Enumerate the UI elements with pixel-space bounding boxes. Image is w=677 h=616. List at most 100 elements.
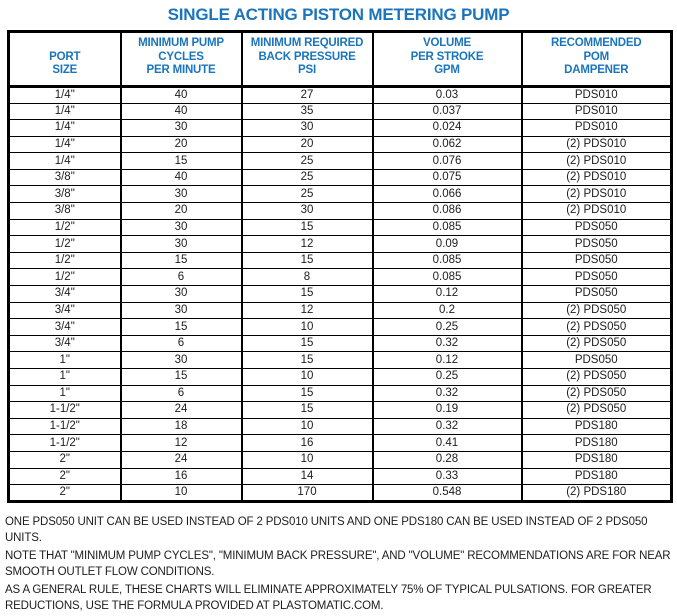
- table-cell: 10: [240, 417, 373, 435]
- table-cell: (2) PDS010: [520, 168, 672, 186]
- table-row: 3/4" 30 15 0.12 PDS050: [8, 285, 672, 303]
- table-cell: 1": [8, 368, 121, 386]
- table-row: 1-1/2" 24 15 0.19 (2) PDS050: [8, 401, 672, 419]
- table-cell: 18: [119, 417, 242, 435]
- table-cell: 0.32: [371, 384, 522, 402]
- table-cell: 170: [240, 484, 373, 502]
- table-cell: 2": [8, 467, 121, 485]
- table-cell: 3/4": [8, 301, 121, 319]
- table-cell: 30: [240, 119, 373, 137]
- table-cell: 24: [119, 401, 242, 419]
- table-cell: 0.037: [371, 102, 522, 120]
- table-cell: 6: [119, 334, 242, 352]
- table-cell: (2) PDS010: [520, 185, 672, 203]
- table-cell: PDS050: [520, 218, 672, 236]
- table-row: 2" 10 170 0.548 (2) PDS180: [8, 484, 672, 502]
- table-cell: PDS050: [520, 285, 672, 303]
- table-cell: PDS180: [520, 434, 672, 452]
- table-cell: PDS180: [520, 450, 672, 469]
- footnote: ONE PDS050 UNIT CAN BE USED INSTEAD OF 2…: [5, 516, 648, 544]
- table-row: 1/2" 30 15 0.085 PDS050: [8, 218, 672, 236]
- table-row: 1/2" 6 8 0.085 PDS050: [8, 268, 672, 286]
- table-cell: 0.12: [371, 285, 522, 303]
- table-cell: (2) PDS050: [520, 384, 672, 402]
- table-cell: 0.41: [371, 434, 522, 452]
- table-cell: 10: [240, 450, 373, 469]
- table-cell: 0.09: [371, 235, 522, 253]
- table-cell: 15: [240, 251, 373, 269]
- table-cell: 16: [119, 467, 242, 485]
- table-cell: PDS050: [520, 251, 672, 269]
- table-cell: 10: [240, 368, 373, 386]
- table-cell: 1/4": [8, 119, 121, 137]
- table-cell: 0.12: [371, 351, 522, 369]
- table-cell: 20: [240, 135, 373, 153]
- table-cell: 12: [119, 434, 242, 452]
- table-cell: 15: [119, 251, 242, 269]
- footnote: AS A GENERAL RULE, THESE CHARTS WILL ELI…: [5, 584, 652, 612]
- table-cell: 30: [119, 301, 242, 319]
- table-row: 1/4" 15 25 0.076 (2) PDS010: [8, 152, 672, 170]
- table-cell: 8: [240, 268, 373, 286]
- table-cell: 15: [240, 218, 373, 236]
- table-cell: 0.085: [371, 268, 522, 286]
- table-row: 1/4" 20 20 0.062 (2) PDS010: [8, 135, 672, 153]
- table-cell: 40: [119, 168, 242, 186]
- table-cell: 0.03: [371, 86, 522, 103]
- table-cell: 15: [240, 285, 373, 303]
- table-body: 1/4" 40 27 0.03 PDS010 1/4" 40 35 0.037 PDS010 1/4…: [8, 86, 672, 502]
- table-cell: 1/4": [54, 88, 75, 101]
- table-cell: 25: [240, 185, 373, 203]
- table-cell: (2) PDS050: [520, 334, 672, 352]
- table-cell: 35: [240, 102, 373, 120]
- pump-spec-table: PORT SIZE MINIMUM PUMP CYCLES PER MINUTE MINI…: [7, 30, 673, 504]
- table-cell: 0.075: [371, 168, 522, 186]
- table-cell: PDS050: [520, 235, 672, 253]
- table-cell: 15: [119, 152, 242, 170]
- table-cell: 0.32: [371, 417, 522, 435]
- table-cell: (2) PDS010: [520, 135, 672, 153]
- table-row: 3/8" 30 25 0.066 (2) PDS010: [8, 185, 672, 203]
- table-cell: 10: [240, 318, 373, 336]
- table-cell: 2": [8, 450, 121, 469]
- table-cell: 0.066: [371, 185, 522, 203]
- table-cell: (2) PDS010: [520, 152, 672, 170]
- table-cell: 30: [119, 285, 242, 303]
- table-cell: 40: [119, 102, 242, 120]
- table-cell: 0.28: [371, 450, 522, 469]
- table-row: 3/4" 6 15 0.32 (2) PDS050: [8, 334, 672, 352]
- table-row: 3/8" 20 30 0.086 (2) PDS010: [8, 202, 672, 220]
- table-cell: 25: [240, 168, 373, 186]
- table-cell: 1-1/2": [8, 417, 121, 435]
- table-cell: 0.19: [371, 401, 522, 419]
- table-cell: (2) PDS010: [520, 202, 672, 220]
- table-cell: 15: [119, 318, 242, 336]
- column-header: VOLUME PER STROKE GPM: [371, 31, 522, 88]
- table-cell: 16: [240, 434, 373, 452]
- table-cell: 15: [240, 401, 373, 419]
- table-cell: PDS050: [520, 351, 672, 369]
- table-row: 1" 30 15 0.12 PDS050: [8, 351, 672, 369]
- table-cell: 20: [119, 202, 242, 220]
- table-cell: 3/4": [8, 318, 121, 336]
- table-cell: 3/8": [8, 185, 121, 203]
- table-row: 3/8" 40 25 0.075 (2) PDS010: [8, 168, 672, 186]
- table-cell: 0.32: [371, 334, 522, 352]
- table-cell: 1/4": [8, 152, 121, 170]
- table-cell: 2": [8, 484, 121, 502]
- table-cell: 0.2: [371, 301, 522, 319]
- table-row: 1-1/2" 12 16 0.41 PDS180: [8, 434, 672, 452]
- table-cell: 3/4": [8, 285, 121, 303]
- table-cell: 1/4": [8, 135, 121, 153]
- table-cell: (2) PDS050: [520, 318, 672, 336]
- table-cell: 0.085: [371, 251, 522, 269]
- table-cell: 1/2": [8, 251, 121, 269]
- table-cell: 15: [240, 384, 373, 402]
- table-cell: PDS010: [520, 102, 672, 120]
- table-header: PORT SIZE MINIMUM PUMP CYCLES PER MINUTE MINI…: [8, 31, 672, 88]
- table-cell: 6: [119, 384, 242, 402]
- table-row: 3/4" 30 12 0.2 (2) PDS050: [8, 301, 672, 319]
- table-cell: 25: [240, 152, 373, 170]
- table-cell: 3/8": [8, 168, 121, 186]
- table-cell: 3/8": [8, 202, 121, 220]
